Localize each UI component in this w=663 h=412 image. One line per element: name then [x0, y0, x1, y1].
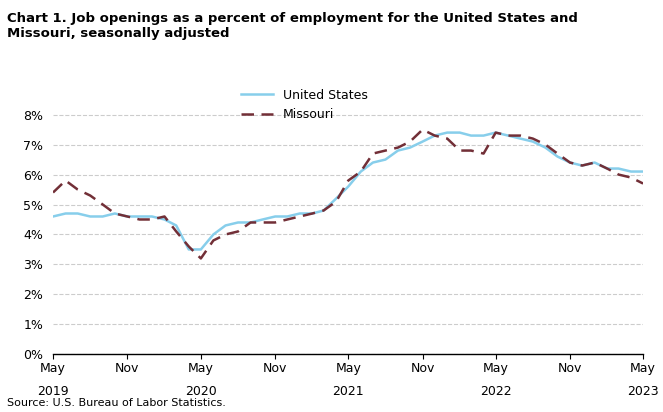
- Legend: United States, Missouri: United States, Missouri: [236, 84, 373, 126]
- Text: 2022: 2022: [480, 385, 512, 398]
- Line: Missouri: Missouri: [53, 130, 643, 258]
- Text: Chart 1. Job openings as a percent of employment for the United States and
Misso: Chart 1. Job openings as a percent of em…: [7, 12, 577, 40]
- Line: United States: United States: [53, 133, 643, 249]
- Text: 2021: 2021: [332, 385, 364, 398]
- Text: 2020: 2020: [185, 385, 217, 398]
- Text: 2023: 2023: [627, 385, 659, 398]
- Text: Source: U.S. Bureau of Labor Statistics.: Source: U.S. Bureau of Labor Statistics.: [7, 398, 225, 408]
- Text: 2019: 2019: [37, 385, 69, 398]
